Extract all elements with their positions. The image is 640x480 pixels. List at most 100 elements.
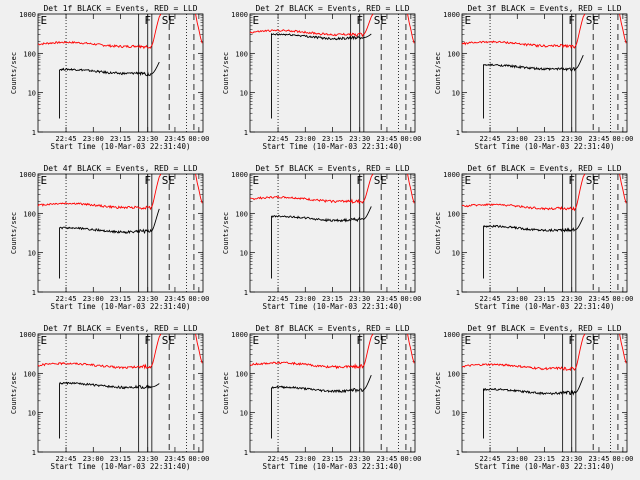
x-tick-label: 23:15 xyxy=(110,135,131,143)
x-tick-label: 22:45 xyxy=(268,295,289,303)
annotation-e: E xyxy=(464,14,471,27)
chart-title: Det 9f BLACK = Events, RED = LLD xyxy=(467,324,621,333)
x-tick-label: 23:30 xyxy=(561,455,582,463)
series-lld-line xyxy=(37,333,162,370)
x-axis-label: Start Time (10-Mar-03 22:31:40) xyxy=(475,302,615,311)
x-tick-label: 00:00 xyxy=(188,295,209,303)
x-tick-label: 23:15 xyxy=(534,135,555,143)
x-tick-label: 23:45 xyxy=(376,455,397,463)
series-lld-line xyxy=(249,333,374,370)
x-tick-label: 22:45 xyxy=(480,135,501,143)
x-tick-label: 23:15 xyxy=(110,295,131,303)
annotation-e: E xyxy=(40,14,47,27)
x-tick-label: 00:00 xyxy=(612,455,633,463)
plot-frame xyxy=(249,13,416,133)
y-axis-label: Counts/sec xyxy=(434,52,442,94)
annotation-e: E xyxy=(40,174,47,187)
series-lld-tail xyxy=(407,333,415,364)
plot-frame xyxy=(461,13,628,133)
x-tick-label: 23:45 xyxy=(376,135,397,143)
annotation-e: E xyxy=(252,334,259,347)
y-tick-label: 1 xyxy=(456,449,460,457)
annotation-se: SE xyxy=(162,334,175,347)
y-tick-label: 10 xyxy=(28,410,36,418)
x-tick-label: 23:30 xyxy=(349,295,370,303)
series-lld-tail xyxy=(195,333,203,364)
chart-panel-7: Det 7f BLACK = Events, RED = LLD 1 10 100 10… xyxy=(10,324,209,471)
y-tick-label: 1000 xyxy=(443,171,460,179)
series-lld-line xyxy=(249,173,374,204)
annotation-e: E xyxy=(252,14,259,27)
y-axis-label: Counts/sec xyxy=(434,212,442,254)
x-tick-label: 00:00 xyxy=(400,295,421,303)
x-tick-label: 23:00 xyxy=(295,135,316,143)
x-tick-label: 23:15 xyxy=(534,455,555,463)
annotation-se: SE xyxy=(586,174,599,187)
x-tick-label: 23:45 xyxy=(376,295,397,303)
x-tick-label: 00:00 xyxy=(400,455,421,463)
x-tick-label: 23:00 xyxy=(83,455,104,463)
x-tick-label: 00:00 xyxy=(188,135,209,143)
y-tick-label: 1000 xyxy=(19,171,36,179)
x-tick-label: 23:45 xyxy=(164,455,185,463)
x-tick-label: 23:00 xyxy=(83,295,104,303)
y-tick-label: 100 xyxy=(235,370,248,378)
annotation-f: F xyxy=(144,334,151,347)
y-tick-label: 100 xyxy=(447,50,460,58)
chart-title: Det 7f BLACK = Events, RED = LLD xyxy=(43,324,197,333)
x-tick-label: 23:30 xyxy=(137,455,158,463)
chart-title: Det 3f BLACK = Events, RED = LLD xyxy=(467,4,621,13)
series-lld-line xyxy=(249,13,374,38)
annotation-f: F xyxy=(144,174,151,187)
plot-frame xyxy=(249,333,416,453)
annotation-se: SE xyxy=(374,14,387,27)
series-lld-tail xyxy=(195,173,203,204)
chart-panel-9: Det 9f BLACK = Events, RED = LLD 1 10 100 10… xyxy=(434,324,633,471)
annotation-se: SE xyxy=(586,334,599,347)
chart-panel-5: Det 5f BLACK = Events, RED = LLD 1 10 100 10… xyxy=(222,164,421,311)
y-tick-label: 1 xyxy=(456,129,460,137)
annotation-se: SE xyxy=(374,174,387,187)
series-lld-line xyxy=(461,333,586,372)
x-tick-label: 22:45 xyxy=(268,135,289,143)
y-tick-label: 10 xyxy=(28,250,36,258)
x-tick-label: 23:45 xyxy=(164,135,185,143)
y-tick-label: 10 xyxy=(452,410,460,418)
annotation-f: F xyxy=(356,174,363,187)
x-axis-label: Start Time (10-Mar-03 22:31:40) xyxy=(475,142,615,151)
series-events-line xyxy=(59,61,160,119)
series-events-line xyxy=(271,374,372,439)
y-tick-label: 100 xyxy=(235,50,248,58)
series-events-line xyxy=(59,381,160,439)
x-tick-label: 23:00 xyxy=(507,455,528,463)
series-lld-tail xyxy=(619,13,627,44)
x-tick-label: 23:15 xyxy=(322,295,343,303)
series-events-line xyxy=(483,216,584,279)
y-axis-label: Counts/sec xyxy=(222,212,230,254)
y-tick-label: 1000 xyxy=(443,331,460,339)
x-tick-label: 23:00 xyxy=(507,135,528,143)
chart-title: Det 6f BLACK = Events, RED = LLD xyxy=(467,164,621,173)
x-tick-label: 23:00 xyxy=(295,455,316,463)
chart-title: Det 5f BLACK = Events, RED = LLD xyxy=(255,164,409,173)
x-tick-label: 23:30 xyxy=(349,135,370,143)
annotation-f: F xyxy=(356,14,363,27)
annotation-e: E xyxy=(40,334,47,347)
annotation-f: F xyxy=(568,174,575,187)
x-tick-label: 23:15 xyxy=(110,455,131,463)
y-tick-label: 10 xyxy=(240,250,248,258)
x-tick-label: 22:45 xyxy=(480,455,501,463)
x-axis-label: Start Time (10-Mar-03 22:31:40) xyxy=(475,462,615,471)
x-tick-label: 23:45 xyxy=(164,295,185,303)
y-tick-label: 1 xyxy=(32,449,36,457)
y-axis-label: Counts/sec xyxy=(222,372,230,414)
y-tick-label: 10 xyxy=(240,90,248,98)
y-tick-label: 1000 xyxy=(231,171,248,179)
y-tick-label: 1 xyxy=(32,129,36,137)
y-axis-label: Counts/sec xyxy=(10,52,18,94)
x-tick-label: 22:45 xyxy=(268,455,289,463)
x-axis-label: Start Time (10-Mar-03 22:31:40) xyxy=(263,302,403,311)
x-axis-label: Start Time (10-Mar-03 22:31:40) xyxy=(263,142,403,151)
x-tick-label: 23:30 xyxy=(349,455,370,463)
x-axis-label: Start Time (10-Mar-03 22:31:40) xyxy=(51,302,191,311)
